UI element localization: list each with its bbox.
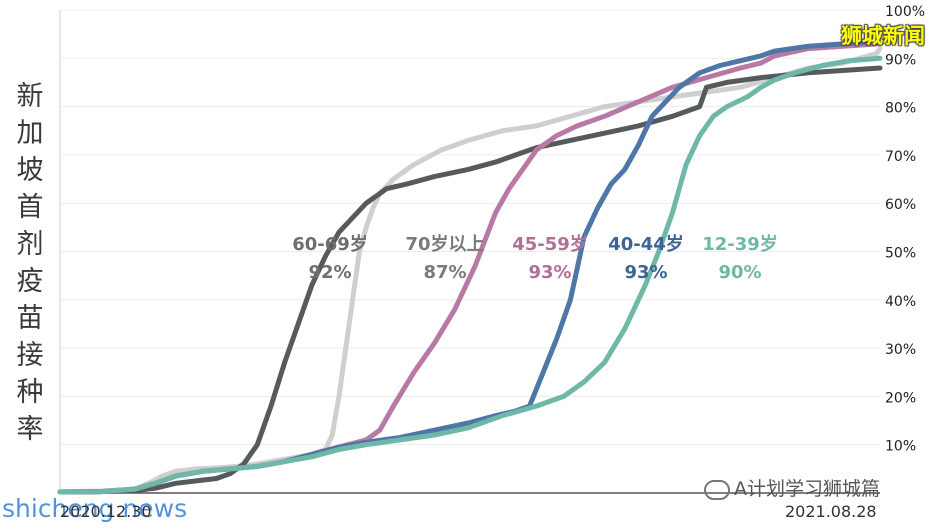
- y-tick-label: 80%: [885, 101, 916, 117]
- x-start-label: 2020.12.30: [60, 502, 152, 521]
- y-tick-label: 70%: [885, 149, 916, 165]
- wechat-text: A计划学习狮城篇: [734, 478, 880, 500]
- title-char: 首: [16, 192, 44, 223]
- series-final-value: 93%: [528, 262, 571, 283]
- chart-title: 新加坡首剂疫苗接种率: [12, 78, 48, 448]
- y-tick-label: 40%: [885, 294, 916, 310]
- title-char: 种: [16, 377, 44, 408]
- y-tick-label: 20%: [885, 390, 916, 406]
- y-tick-label: 90%: [885, 52, 916, 68]
- title-char: 剂: [16, 229, 44, 260]
- series-label: 12-39岁: [702, 233, 778, 255]
- title-char: 苗: [16, 303, 44, 334]
- y-tick-label: 10%: [885, 439, 916, 455]
- series-final-value: 93%: [624, 262, 667, 283]
- series-line-0: [57, 46, 883, 495]
- series-final-value: 92%: [308, 262, 351, 283]
- series-line-1: [57, 65, 883, 495]
- wechat-icon: [704, 479, 730, 500]
- series-label: 40-44岁: [608, 233, 684, 255]
- y-tick-label: 60%: [885, 197, 916, 213]
- series-label: 60-69岁: [292, 233, 368, 255]
- series-label: 45-59岁: [512, 233, 588, 255]
- series-final-value: 90%: [718, 262, 761, 283]
- watermark: shicheng.news: [2, 494, 188, 523]
- title-char: 新: [16, 81, 44, 112]
- y-tick-label: 50%: [885, 246, 916, 262]
- title-char: 加: [16, 118, 44, 149]
- title-char: 坡: [16, 155, 44, 186]
- series-line-4: [57, 55, 883, 495]
- x-end-label: 2021.08.28: [785, 502, 877, 521]
- title-char: 率: [16, 414, 44, 445]
- series-label: 70岁以上: [405, 233, 484, 255]
- brand-logo: 狮城新闻: [841, 24, 925, 48]
- y-tick-label: 100%: [885, 4, 925, 20]
- y-tick-label: 30%: [885, 342, 916, 358]
- wechat-watermark: A计划学习狮城篇: [704, 474, 880, 501]
- series-final-value: 87%: [423, 262, 466, 283]
- title-char: 疫: [16, 266, 44, 297]
- title-char: 接: [16, 340, 44, 371]
